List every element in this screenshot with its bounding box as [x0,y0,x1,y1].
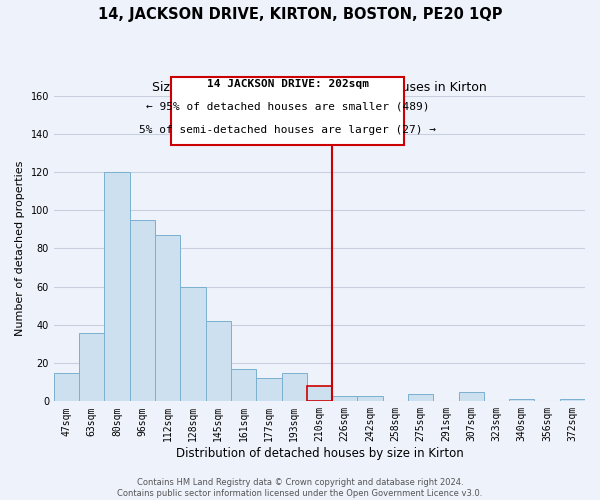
Bar [358,396,383,402]
Bar [206,321,231,402]
FancyBboxPatch shape [171,78,404,144]
Bar [155,235,181,402]
Bar [281,372,307,402]
Text: 14, JACKSON DRIVE, KIRTON, BOSTON, PE20 1QP: 14, JACKSON DRIVE, KIRTON, BOSTON, PE20 … [98,8,502,22]
Bar [509,400,535,402]
X-axis label: Distribution of detached houses by size in Kirton: Distribution of detached houses by size … [176,447,463,460]
Bar [307,386,332,402]
Bar [256,378,281,402]
Text: 14 JACKSON DRIVE: 202sqm: 14 JACKSON DRIVE: 202sqm [206,79,368,89]
Text: ← 95% of detached houses are smaller (489): ← 95% of detached houses are smaller (48… [146,102,430,112]
Title: Size of property relative to detached houses in Kirton: Size of property relative to detached ho… [152,82,487,94]
Y-axis label: Number of detached properties: Number of detached properties [15,161,25,336]
Bar [54,372,79,402]
Bar [560,400,585,402]
Text: Contains HM Land Registry data © Crown copyright and database right 2024.
Contai: Contains HM Land Registry data © Crown c… [118,478,482,498]
Bar [458,392,484,402]
Bar [231,369,256,402]
Text: 5% of semi-detached houses are larger (27) →: 5% of semi-detached houses are larger (2… [139,124,436,134]
Bar [130,220,155,402]
Bar [104,172,130,402]
Bar [332,396,358,402]
Bar [181,286,206,402]
Bar [408,394,433,402]
Bar [79,332,104,402]
